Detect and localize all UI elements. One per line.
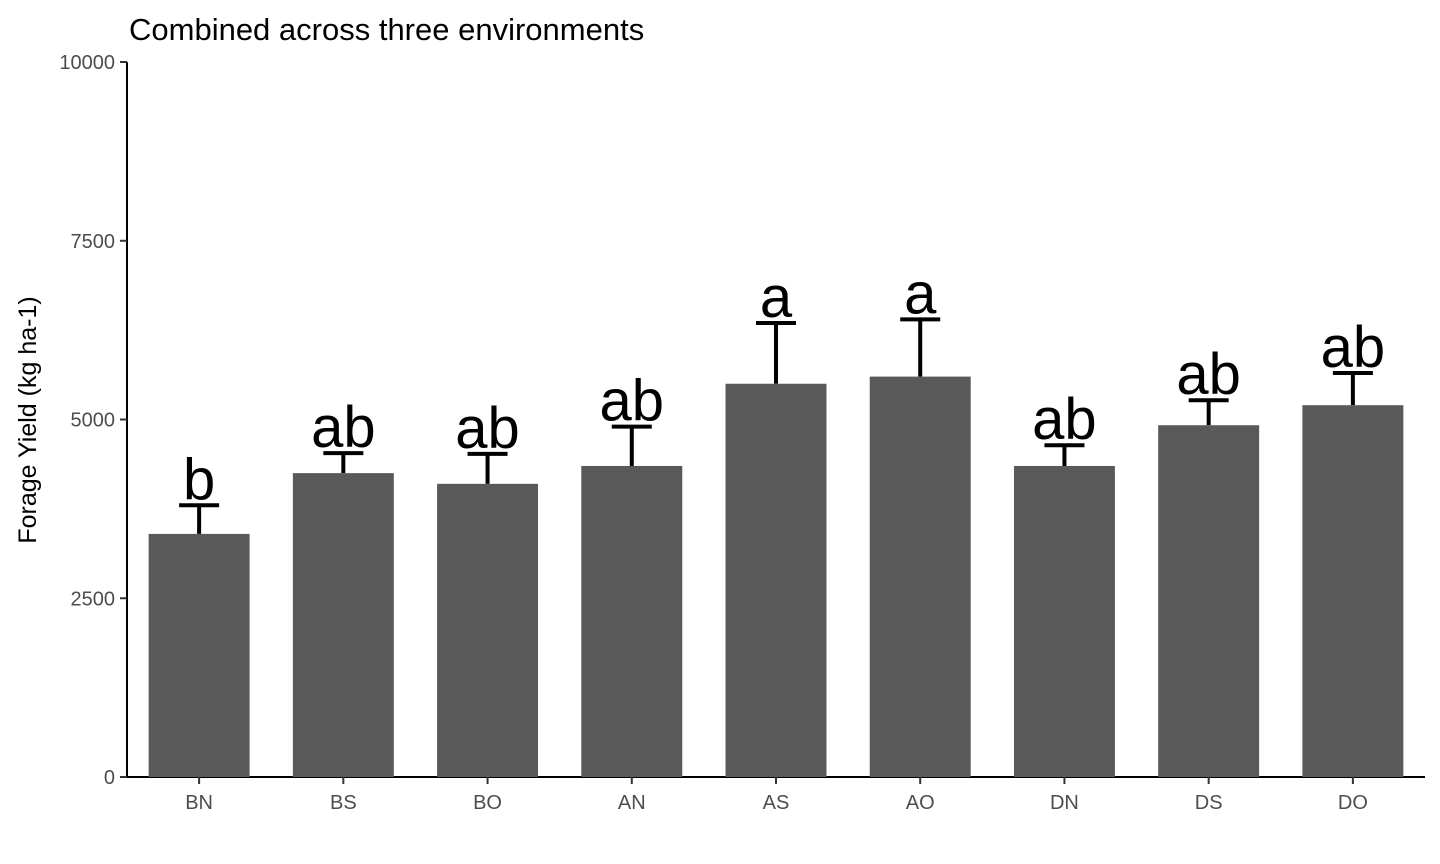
x-tick-label-BS: BS [330, 792, 357, 814]
y-tick-label: 5000 [71, 410, 116, 432]
bar-BO [437, 483, 539, 777]
significance-letter-DS: ab [1176, 342, 1241, 407]
x-tick-label-AO: AO [906, 792, 935, 814]
y-tick-label: 0 [104, 767, 115, 789]
chart-title: Combined across three environments [129, 12, 644, 47]
significance-letters-group: b ab ab ab a a ab ab ab [183, 261, 1385, 512]
significance-letter-AO: a [904, 261, 937, 326]
bar-BN [148, 533, 250, 777]
bar-DS [1158, 425, 1260, 777]
x-tick-label-DO: DO [1338, 792, 1368, 814]
bar-BS [292, 473, 394, 777]
x-ticks-group: BN BS BO AN AS AO DN DS DO [185, 777, 1368, 814]
significance-letter-BN: b [183, 447, 215, 512]
significance-letter-DO: ab [1321, 315, 1386, 380]
bar-AO [869, 376, 971, 777]
bar-AN [581, 465, 683, 777]
error-bars-group [179, 317, 1373, 534]
x-tick-label-BN: BN [185, 792, 213, 814]
x-tick-label-AN: AN [618, 792, 646, 814]
y-ticks-group: 0 2500 5000 7500 10000 [59, 52, 127, 789]
x-tick-label-DS: DS [1195, 792, 1223, 814]
bar-DN [1013, 465, 1115, 777]
y-axis-title: Forage Yield (kg ha-1) [14, 296, 42, 543]
x-tick-label-DN: DN [1050, 792, 1079, 814]
significance-letter-AN: ab [600, 369, 665, 434]
significance-letter-DN: ab [1032, 387, 1097, 452]
x-tick-label-BO: BO [473, 792, 502, 814]
significance-letter-BS: ab [311, 395, 376, 460]
y-tick-label: 7500 [71, 231, 116, 253]
y-tick-label: 2500 [71, 588, 116, 610]
significance-letter-BO: ab [455, 396, 520, 461]
y-tick-label: 10000 [59, 52, 115, 74]
bars-group [148, 376, 1404, 777]
x-tick-label-AS: AS [763, 792, 790, 814]
significance-letter-AS: a [760, 265, 793, 330]
bar-DO [1302, 405, 1404, 777]
bar-AS [725, 383, 827, 777]
